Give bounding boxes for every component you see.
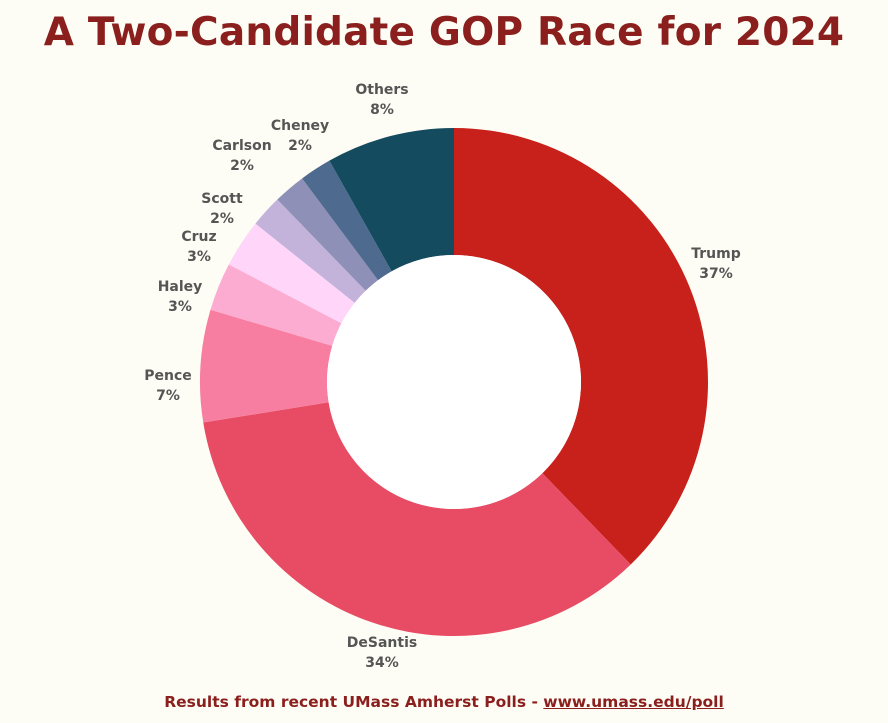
label-name-carlson: Carlson [212, 138, 271, 154]
slice-cruz [228, 223, 355, 324]
label-value-cruz: 3% [187, 249, 211, 265]
label-value-haley: 3% [168, 299, 192, 315]
slice-scott [255, 199, 366, 303]
label-name-cruz: Cruz [181, 229, 216, 245]
label-name-scott: Scott [201, 191, 243, 207]
footer-link[interactable]: www.umass.edu/poll [543, 693, 724, 711]
label-value-cheney: 2% [288, 138, 312, 154]
label-value-desantis: 34% [365, 655, 399, 671]
footer: Results from recent UMass Amherst Polls … [0, 693, 888, 711]
slice-carlson [277, 178, 379, 291]
label-name-desantis: DeSantis [347, 635, 417, 651]
label-name-haley: Haley [158, 279, 203, 295]
label-name-pence: Pence [144, 368, 192, 384]
footer-text: Results from recent UMass Amherst Polls … [164, 693, 544, 711]
slice-cheney [302, 160, 392, 281]
label-value-pence: 7% [156, 388, 180, 404]
slice-pence [199, 309, 333, 423]
slice-haley [210, 264, 342, 346]
label-name-trump: Trump [691, 246, 741, 262]
label-value-scott: 2% [210, 211, 234, 227]
label-name-cheney: Cheney [271, 118, 329, 134]
slice-desantis [203, 402, 631, 637]
label-value-carlson: 2% [230, 158, 254, 174]
chart-title: A Two-Candidate GOP Race for 2024 [43, 10, 845, 55]
slice-others [329, 128, 454, 272]
label-value-others: 8% [370, 102, 394, 118]
donut-hole [327, 255, 581, 509]
label-name-others: Others [355, 82, 408, 98]
label-value-trump: 37% [699, 266, 733, 282]
slice-trump [454, 128, 709, 565]
